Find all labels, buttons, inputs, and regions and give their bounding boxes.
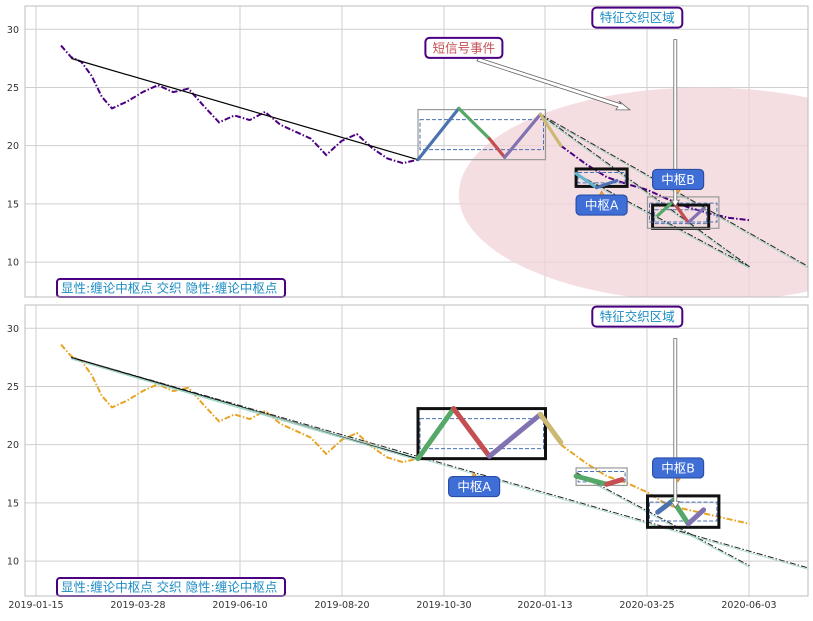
- x-tick-label: 2019-06-10: [212, 600, 267, 611]
- zigzag-segment: [416, 106, 461, 162]
- price-series-line: [60, 44, 419, 165]
- zigzag-segment: [457, 106, 491, 141]
- pivot-band: [419, 418, 544, 450]
- annotation-1: 中枢A: [448, 472, 501, 498]
- x-tick-label: 2019-08-20: [314, 600, 369, 611]
- pivot-box: [417, 108, 547, 161]
- pivot-band: [577, 171, 626, 184]
- annotation-label: 中枢B: [661, 172, 695, 187]
- y-tick-label: 30: [7, 324, 19, 335]
- x-tick-label: 2019-03-28: [110, 600, 165, 611]
- annotation-1: 特征交织区域: [591, 6, 684, 207]
- panel-border: [24, 304, 809, 597]
- projection-line-shadow: [71, 358, 808, 570]
- zigzag-segment: [685, 507, 707, 527]
- annotation-label: 中枢A: [585, 198, 619, 213]
- annotation-arrow: [476, 57, 632, 111]
- y-tick-label: 30: [7, 25, 19, 36]
- annotation-2: 中枢B: [651, 457, 705, 483]
- annotation-box: [651, 457, 705, 479]
- y-tick-label: 15: [7, 199, 19, 210]
- y-tick-label: 20: [7, 440, 19, 451]
- legend: 显性:缠论中枢点 交织 隐性:缠论中枢点: [56, 577, 286, 597]
- y-tick-label: 25: [7, 83, 19, 94]
- pivot-band: [649, 501, 718, 522]
- annotation-arrow: [670, 338, 681, 509]
- zigzag-segment: [656, 199, 675, 218]
- projection-line: [540, 113, 750, 268]
- zigzag-segment: [486, 411, 543, 459]
- projection-line: [540, 113, 808, 267]
- zigzag-segment: [538, 112, 563, 148]
- zigzag-segment: [573, 473, 610, 487]
- projection-line: [71, 356, 808, 569]
- price-series-line: [60, 343, 419, 464]
- zigzag-segment: [686, 206, 706, 225]
- projection-line: [575, 173, 750, 268]
- zigzag-segment: [503, 112, 543, 159]
- legend-text: 显性:缠论中枢点 交织 隐性:缠论中枢点: [61, 580, 277, 595]
- annotation-label: 短信号事件: [433, 40, 496, 55]
- zigzag-segment: [537, 411, 564, 445]
- annotation-0: 特征交织区域: [591, 305, 684, 509]
- annotation-label: 特征交织区域: [600, 10, 675, 25]
- projection-line-shadow: [540, 115, 808, 269]
- x-tick-label: 2020-06-03: [721, 600, 776, 611]
- y-tick-label: 25: [7, 382, 19, 393]
- projection-line: [575, 472, 750, 567]
- annotation-box: [591, 305, 684, 328]
- annotation-arrow: [670, 39, 681, 207]
- zigzag-segment: [594, 179, 619, 190]
- annotation-3: 中枢B: [651, 168, 705, 195]
- legend: 显性:缠论中枢点 交织 隐性:缠论中枢点: [56, 278, 286, 298]
- annotation-box: [575, 194, 628, 216]
- annotation-label: 特征交织区域: [600, 309, 675, 324]
- annotation-label: 中枢A: [457, 479, 491, 494]
- annotation-box: [448, 475, 501, 498]
- annotation-box: [591, 6, 684, 29]
- projection-line-shadow: [540, 115, 750, 269]
- legend-text: 显性:缠论中枢点 交织 隐性:缠论中枢点: [61, 281, 277, 296]
- pivot-band: [649, 202, 718, 223]
- zigzag-segment: [415, 406, 457, 462]
- pivot-box: [646, 494, 721, 529]
- pivot-box: [416, 407, 547, 461]
- annotation-2: 中枢A: [575, 190, 628, 216]
- pivot-box: [646, 196, 720, 229]
- zigzag-segment: [487, 137, 507, 159]
- y-tick-label: 10: [7, 258, 19, 269]
- signal-zone-ellipse: [458, 87, 808, 297]
- zigzag-segment: [574, 172, 599, 190]
- zigzag-segment: [451, 406, 492, 459]
- y-tick-label: 20: [7, 141, 19, 152]
- annotation-box: [651, 168, 705, 191]
- x-tick-label: 2020-03-25: [619, 600, 674, 611]
- panel-border: [24, 5, 809, 298]
- x-tick-label: 2019-10-30: [416, 600, 471, 611]
- trend-line: [71, 57, 419, 161]
- x-tick-label: 2020-01-13: [517, 600, 572, 611]
- annotation-label: 中枢B: [661, 460, 695, 475]
- annotation-0: 短信号事件: [424, 36, 632, 111]
- x-tick-label: 2019-01-15: [8, 600, 63, 611]
- annotation-box: [424, 36, 504, 59]
- zigzag-segment: [604, 477, 625, 487]
- y-tick-label: 15: [7, 498, 19, 509]
- zigzag-segment: [655, 498, 676, 515]
- pivot-band: [419, 119, 544, 151]
- y-tick-label: 10: [7, 557, 19, 568]
